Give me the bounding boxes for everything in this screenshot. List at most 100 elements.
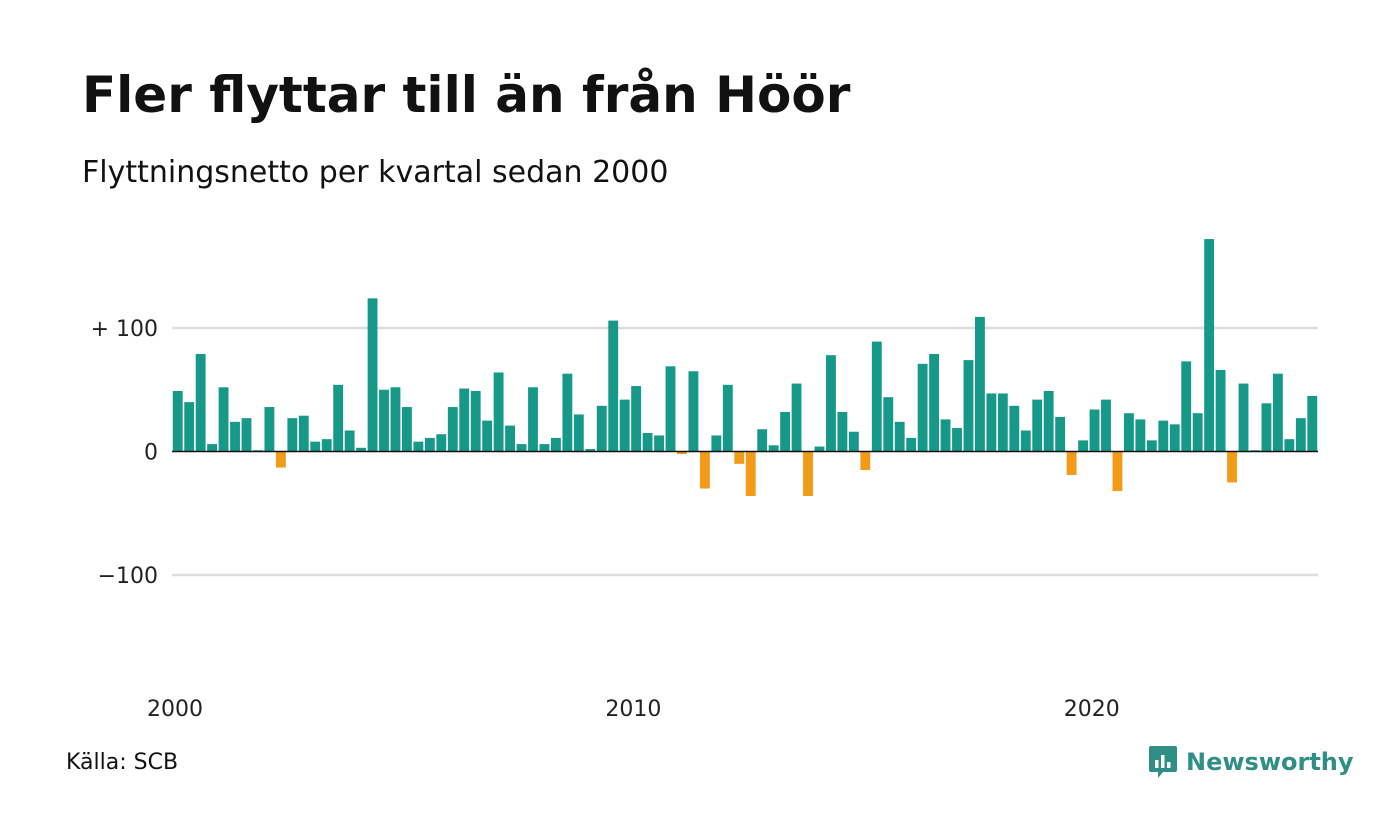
bar: [344, 430, 355, 452]
bar: [608, 320, 619, 452]
bar: [826, 355, 836, 452]
bar: [516, 444, 527, 452]
bar: [860, 451, 871, 471]
bar: [1272, 373, 1283, 452]
bar: [814, 446, 825, 452]
bar: [986, 393, 997, 452]
bar: [1055, 416, 1066, 452]
bar: [528, 387, 538, 452]
chart-subtitle: Flyttningsnetto per kvartal sedan 2000: [82, 155, 669, 190]
bar: [562, 373, 573, 452]
brand-logo: Newsworthy: [1148, 744, 1354, 780]
bar: [1123, 413, 1134, 452]
y-tick-label: 0: [144, 441, 158, 466]
bar: [241, 418, 252, 452]
bar-chart: + 100 0 −100 2000 2010 2020: [91, 239, 1318, 722]
bar: [940, 419, 951, 452]
bar: [1078, 440, 1088, 452]
bar: [493, 372, 504, 452]
bar: [505, 425, 515, 452]
bar: [1181, 361, 1192, 452]
bar: [871, 341, 882, 452]
x-tick-label: 2020: [1064, 697, 1120, 722]
chart-title: Fler flyttar till än från Höör: [82, 66, 851, 124]
bar: [321, 439, 332, 452]
bar: [848, 431, 859, 452]
bar: [883, 397, 894, 452]
bar: [1032, 399, 1043, 452]
bar: [1261, 403, 1272, 452]
bar: [791, 383, 802, 452]
bar: [1146, 440, 1157, 452]
bar: [963, 360, 974, 452]
bar: [906, 437, 917, 452]
bar: [1192, 413, 1203, 452]
bar: [482, 420, 493, 452]
bar: [745, 451, 756, 496]
y-tick-label: −100: [98, 564, 158, 589]
bar: [367, 298, 378, 452]
bar: [1238, 383, 1249, 452]
bar: [264, 407, 275, 452]
bar: [894, 421, 905, 452]
bar: [1112, 451, 1123, 492]
bar: [436, 434, 447, 452]
bars: [172, 239, 1318, 496]
bar: [917, 363, 928, 452]
bar: [1066, 451, 1077, 475]
bar: [379, 389, 389, 452]
bar: [768, 445, 779, 452]
grid-lines: [172, 326, 1318, 577]
bar: [1135, 419, 1146, 452]
bar: [1215, 369, 1226, 452]
x-tick-label: 2010: [605, 697, 661, 722]
bar: [447, 407, 458, 452]
bar: [585, 449, 596, 452]
bar-chart-speech-bubble-icon: [1149, 746, 1177, 778]
bar: [803, 451, 813, 496]
y-axis-labels: + 100 0 −100: [91, 317, 158, 589]
bar: [1169, 424, 1180, 452]
bar: [539, 444, 550, 452]
bar: [310, 441, 321, 452]
bar: [722, 384, 733, 452]
bar: [207, 444, 218, 452]
bar: [287, 418, 298, 452]
bar: [218, 387, 229, 452]
bar: [997, 393, 1008, 452]
bar: [1227, 451, 1237, 483]
bar: [402, 407, 412, 452]
bar: [459, 388, 470, 452]
x-axis-labels: 2000 2010 2020: [147, 697, 1120, 722]
bar: [275, 451, 286, 468]
bar: [631, 386, 642, 452]
bar: [1009, 405, 1020, 452]
bar: [642, 432, 653, 452]
bar: [1204, 239, 1215, 452]
y-tick-label: + 100: [91, 317, 158, 342]
bar: [665, 366, 676, 452]
bar: [837, 411, 848, 452]
bar: [1158, 420, 1169, 452]
bar: [230, 421, 240, 452]
bar: [424, 437, 435, 452]
bar: [734, 451, 745, 464]
bar: [780, 411, 791, 452]
brand-name: Newsworthy: [1186, 748, 1354, 776]
bar: [1089, 409, 1100, 452]
bar: [596, 405, 607, 452]
bar: [573, 414, 584, 452]
bar: [929, 353, 940, 452]
bar: [654, 435, 664, 452]
bar: [699, 451, 710, 489]
bar: [195, 353, 206, 452]
bar: [1101, 399, 1111, 452]
source-note: Källa: SCB: [66, 750, 179, 775]
bar: [172, 390, 183, 452]
bar: [1307, 395, 1318, 452]
bar: [413, 441, 424, 452]
bar: [1284, 439, 1295, 452]
bar: [1295, 418, 1306, 452]
bar: [550, 437, 561, 452]
x-tick-label: 2000: [147, 697, 203, 722]
